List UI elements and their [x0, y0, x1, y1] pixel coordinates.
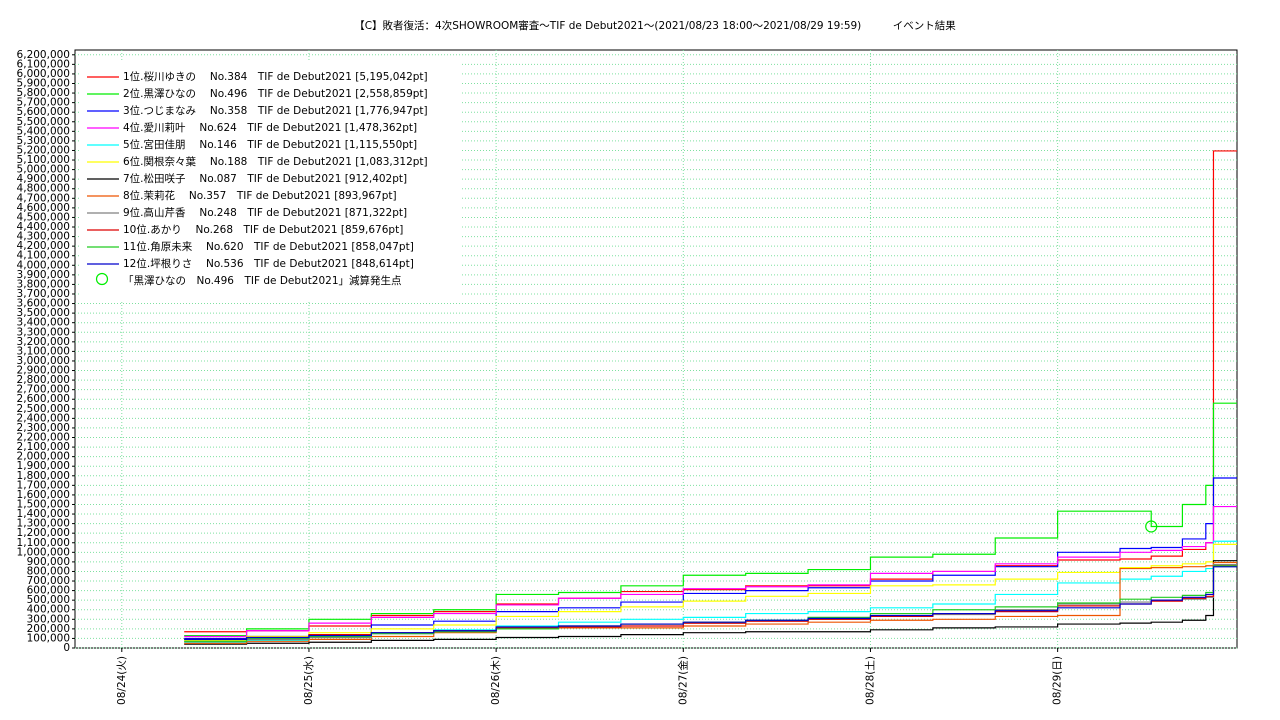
y-tick-label: 5,500,000	[17, 116, 70, 128]
legend-label: 5位.宮田佳朋 No.146 TIF de Debut2021 [1,115,5…	[123, 138, 417, 151]
y-tick-label: 6,000,000	[17, 68, 70, 80]
x-tick-label: 08/25(水)	[303, 656, 315, 705]
y-tick-label: 700,000	[27, 575, 70, 587]
y-tick-label: 1,300,000	[17, 518, 70, 530]
x-tick-label: 08/29(日)	[1052, 656, 1064, 705]
y-tick-label: 2,900,000	[17, 365, 70, 377]
series-line	[184, 560, 1237, 645]
y-tick-label: 3,600,000	[17, 298, 70, 310]
y-tick-label: 5,300,000	[17, 135, 70, 147]
y-tick-label: 4,000,000	[17, 259, 70, 271]
legend-label: 11位.角原未来 No.620 TIF de Debut2021 [858,04…	[123, 240, 414, 253]
y-tick-label: 0	[63, 642, 70, 654]
legend-label: 8位.茉莉花 No.357 TIF de Debut2021 [893,967p…	[123, 189, 397, 202]
legend-label: 4位.愛川莉叶 No.624 TIF de Debut2021 [1,478,3…	[123, 121, 417, 134]
y-tick-label: 2,000,000	[17, 451, 70, 463]
y-tick-label: 1,600,000	[17, 489, 70, 501]
y-tick-label: 4,400,000	[17, 221, 70, 233]
y-tick-label: 4,200,000	[17, 240, 70, 252]
y-tick-label: 3,500,000	[17, 307, 70, 319]
y-tick-label: 5,400,000	[17, 125, 70, 137]
y-tick-label: 2,300,000	[17, 422, 70, 434]
y-tick-label: 3,400,000	[17, 317, 70, 329]
y-tick-label: 5,900,000	[17, 77, 70, 89]
legend-label: 3位.つじまなみ No.358 TIF de Debut2021 [1,776,…	[123, 104, 428, 117]
y-tick-label: 200,000	[27, 623, 70, 635]
y-tick-label: 3,900,000	[17, 269, 70, 281]
series-line	[184, 566, 1237, 640]
y-tick-label: 5,600,000	[17, 106, 70, 118]
plot-frame	[74, 49, 1238, 649]
y-tick-label: 1,500,000	[17, 498, 70, 510]
y-tick-label: 2,100,000	[17, 441, 70, 453]
y-tick-label: 5,800,000	[17, 87, 70, 99]
series-line	[184, 540, 1237, 643]
y-tick-label: 5,700,000	[17, 97, 70, 109]
y-tick-label: 2,500,000	[17, 403, 70, 415]
y-tick-label: 6,100,000	[17, 58, 70, 70]
y-tick-label: 1,000,000	[17, 546, 70, 558]
y-tick-label: 3,300,000	[17, 326, 70, 338]
y-tick-label: 1,400,000	[17, 508, 70, 520]
y-tick-label: 2,800,000	[17, 374, 70, 386]
y-tick-label: 2,700,000	[17, 384, 70, 396]
y-tick-label: 4,300,000	[17, 231, 70, 243]
y-tick-label: 5,000,000	[17, 164, 70, 176]
y-tick-label: 500,000	[27, 594, 70, 606]
y-tick-label: 300,000	[27, 613, 70, 625]
y-tick-label: 3,800,000	[17, 278, 70, 290]
y-tick-label: 4,800,000	[17, 183, 70, 195]
y-tick-label: 4,600,000	[17, 202, 70, 214]
legend-label: 10位.あかり No.268 TIF de Debut2021 [859,676…	[123, 223, 403, 236]
y-tick-label: 3,100,000	[17, 345, 70, 357]
y-tick-label: 1,800,000	[17, 470, 70, 482]
y-tick-label: 1,100,000	[17, 537, 70, 549]
y-tick-label: 4,100,000	[17, 250, 70, 262]
y-tick-label: 1,700,000	[17, 479, 70, 491]
y-tick-label: 800,000	[27, 565, 70, 577]
y-tick-label: 2,200,000	[17, 432, 70, 444]
legend-label: 12位.坪根りさ No.536 TIF de Debut2021 [848,61…	[123, 257, 414, 270]
legend-box	[80, 62, 462, 301]
series-line	[184, 505, 1237, 638]
legend-label: 6位.関根奈々葉 No.188 TIF de Debut2021 [1,083,…	[123, 155, 428, 168]
y-tick-label: 1,200,000	[17, 527, 70, 539]
y-tick-label: 5,100,000	[17, 154, 70, 166]
series-line	[184, 543, 1237, 641]
series-line	[184, 565, 1237, 642]
series-line	[184, 561, 1237, 644]
y-tick-label: 4,500,000	[17, 211, 70, 223]
y-tick-label: 2,400,000	[17, 412, 70, 424]
x-tick-label: 08/28(土)	[863, 656, 876, 705]
y-tick-label: 4,900,000	[17, 173, 70, 185]
x-tick-label: 08/26(木)	[490, 656, 502, 705]
legend-label: 「黒澤ひなの No.496 TIF de Debut2021」減算発生点	[123, 274, 402, 287]
legend-label: 1位.桜川ゆきの No.384 TIF de Debut2021 [5,195,…	[123, 70, 428, 83]
legend-label: 2位.黒澤ひなの No.496 TIF de Debut2021 [2,558,…	[123, 87, 428, 100]
y-tick-label: 6,200,000	[17, 49, 70, 61]
chart-title: 【C】敗者復活：4次SHOWROOM審査～TIF de Debut2021～(2…	[354, 19, 956, 32]
y-tick-label: 4,700,000	[17, 192, 70, 204]
legend-swatch	[95, 272, 109, 286]
series-line	[184, 477, 1237, 640]
y-tick-label: 600,000	[27, 585, 70, 597]
y-tick-label: 3,000,000	[17, 355, 70, 367]
x-tick-label: 08/24(火)	[116, 656, 128, 705]
y-tick-label: 1,900,000	[17, 460, 70, 472]
y-tick-label: 100,000	[27, 632, 70, 644]
x-tick-label: 08/27(金)	[676, 656, 689, 705]
y-tick-label: 900,000	[27, 556, 70, 568]
event-marker	[1145, 520, 1158, 533]
legend-label: 9位.高山芹香 No.248 TIF de Debut2021 [871,322…	[123, 206, 407, 219]
y-tick-label: 3,700,000	[17, 288, 70, 300]
y-tick-label: 400,000	[27, 604, 70, 616]
series-line	[184, 402, 1237, 637]
y-tick-label: 5,200,000	[17, 144, 70, 156]
legend-label: 7位.松田咲子 No.087 TIF de Debut2021 [912,402…	[123, 172, 407, 185]
y-tick-label: 2,600,000	[17, 393, 70, 405]
y-tick-label: 3,200,000	[17, 336, 70, 348]
